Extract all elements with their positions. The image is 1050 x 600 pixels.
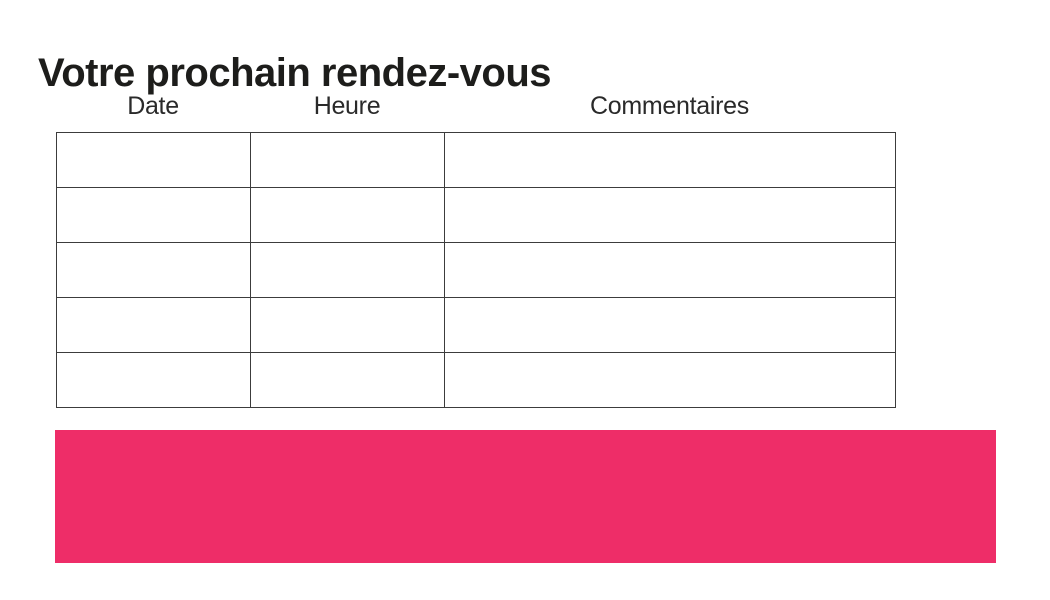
table-cell	[444, 187, 896, 243]
table-cell	[250, 242, 445, 298]
table-cell	[250, 352, 445, 408]
appointments-table	[56, 132, 896, 408]
table-cell	[56, 297, 251, 353]
table-cell	[444, 352, 896, 408]
table-cell	[56, 132, 251, 188]
table-body	[56, 132, 896, 408]
table-cell	[250, 132, 445, 188]
page-title: Votre prochain rendez-vous	[38, 50, 552, 95]
table-row	[56, 352, 896, 408]
column-header-heure: Heure	[313, 92, 381, 120]
table-row	[56, 187, 896, 243]
table-cell	[444, 242, 896, 298]
column-header-commentaires: Commentaires	[590, 92, 749, 120]
table-cell	[56, 352, 251, 408]
column-header-date: Date	[127, 92, 179, 120]
table-cell	[56, 187, 251, 243]
table-cell	[250, 187, 445, 243]
appointments-table-area: Date Heure Commentaires	[56, 92, 896, 408]
table-cell	[250, 297, 445, 353]
table-row	[56, 297, 896, 353]
table-cell	[444, 297, 896, 353]
table-cell	[56, 242, 251, 298]
table-cell	[444, 132, 896, 188]
table-row	[56, 132, 896, 188]
table-header-row: Date Heure Commentaires	[56, 92, 896, 120]
bottom-accent-banner	[55, 430, 996, 563]
table-row	[56, 242, 896, 298]
